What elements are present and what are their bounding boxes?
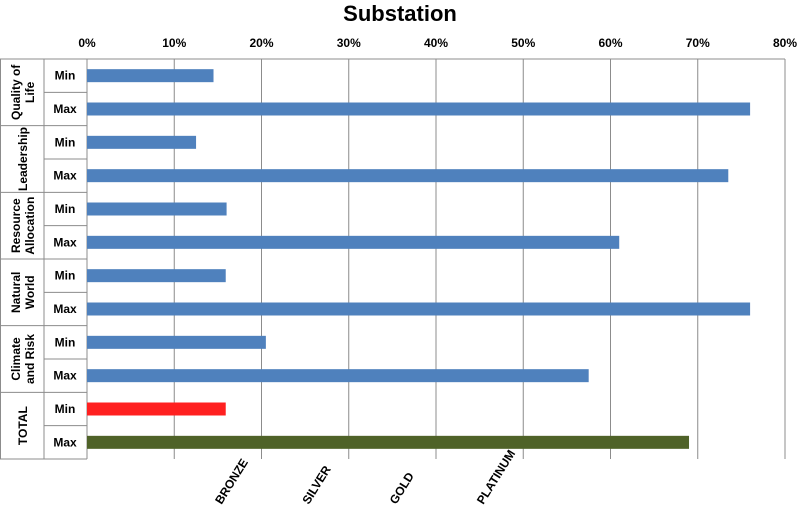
category-label-line: Climate (9, 337, 23, 381)
bar (87, 435, 690, 449)
bar (87, 235, 620, 249)
sub-label: Min (55, 69, 76, 83)
x-tick-label: 40% (424, 36, 448, 50)
category-label: TOTAL (16, 406, 30, 445)
category-label: Quality of Life (9, 64, 37, 120)
level-label: SILVER (299, 463, 334, 507)
bars (87, 69, 751, 449)
category-label-line: Resource (9, 198, 23, 253)
x-tick-label: 70% (686, 36, 710, 50)
gridlines (0, 58, 786, 460)
x-tick-label: 0% (78, 36, 96, 50)
bar (87, 202, 227, 216)
category-label-line: and Risk (23, 334, 37, 384)
bar (87, 302, 751, 316)
level-label: PLATINUM (474, 447, 518, 506)
sub-label: Max (53, 435, 77, 449)
bar (87, 335, 266, 349)
sub-label: Max (53, 102, 77, 116)
sub-label: Max (53, 235, 77, 249)
category-label: Natural World (9, 272, 37, 313)
bar (87, 135, 197, 149)
sub-label: Min (55, 269, 76, 283)
sub-label: Min (55, 135, 76, 149)
bar (87, 269, 226, 283)
category-label-line: Life (23, 81, 37, 103)
x-tick-label: 30% (337, 36, 361, 50)
category-label-line: World (23, 275, 37, 309)
sub-label: Max (53, 302, 77, 316)
x-tick-label: 20% (249, 36, 273, 50)
level-label: BRONZE (212, 456, 251, 506)
x-tick-label: 60% (598, 36, 622, 50)
bar (87, 369, 589, 383)
sub-label: Max (53, 369, 77, 383)
x-tick-label: 50% (511, 36, 535, 50)
category-label-line: Natural (9, 272, 23, 313)
sub-label: Min (55, 402, 76, 416)
category-label-line: Allocation (23, 197, 37, 255)
x-tick-label: 80% (773, 36, 797, 50)
sub-label: Min (55, 335, 76, 349)
chart-title: Substation (343, 1, 457, 26)
level-label: GOLD (387, 469, 417, 506)
bar (87, 169, 729, 183)
sub-label: Min (55, 202, 76, 216)
category-label: Climate and Risk (9, 334, 37, 384)
category-labels: Min Max Min Max Min Max Min Max Min Max Min Max Qual… (9, 64, 77, 450)
bar (87, 402, 226, 416)
category-label: Resource Allocation (9, 197, 37, 255)
bar (87, 69, 214, 83)
sub-label: Max (53, 169, 77, 183)
category-label-line: Leadership (16, 127, 30, 191)
category-label: Leadership (16, 127, 30, 191)
level-labels: BRONZE SILVER GOLD PLATINUM (212, 447, 518, 506)
category-label-line: TOTAL (16, 406, 30, 445)
x-axis-ticks: 0% 10% 20% 30% 40% 50% 60% 70% 80% (78, 36, 797, 50)
category-label-line: Quality of (9, 64, 23, 120)
x-tick-label: 10% (162, 36, 186, 50)
bar (87, 102, 751, 116)
